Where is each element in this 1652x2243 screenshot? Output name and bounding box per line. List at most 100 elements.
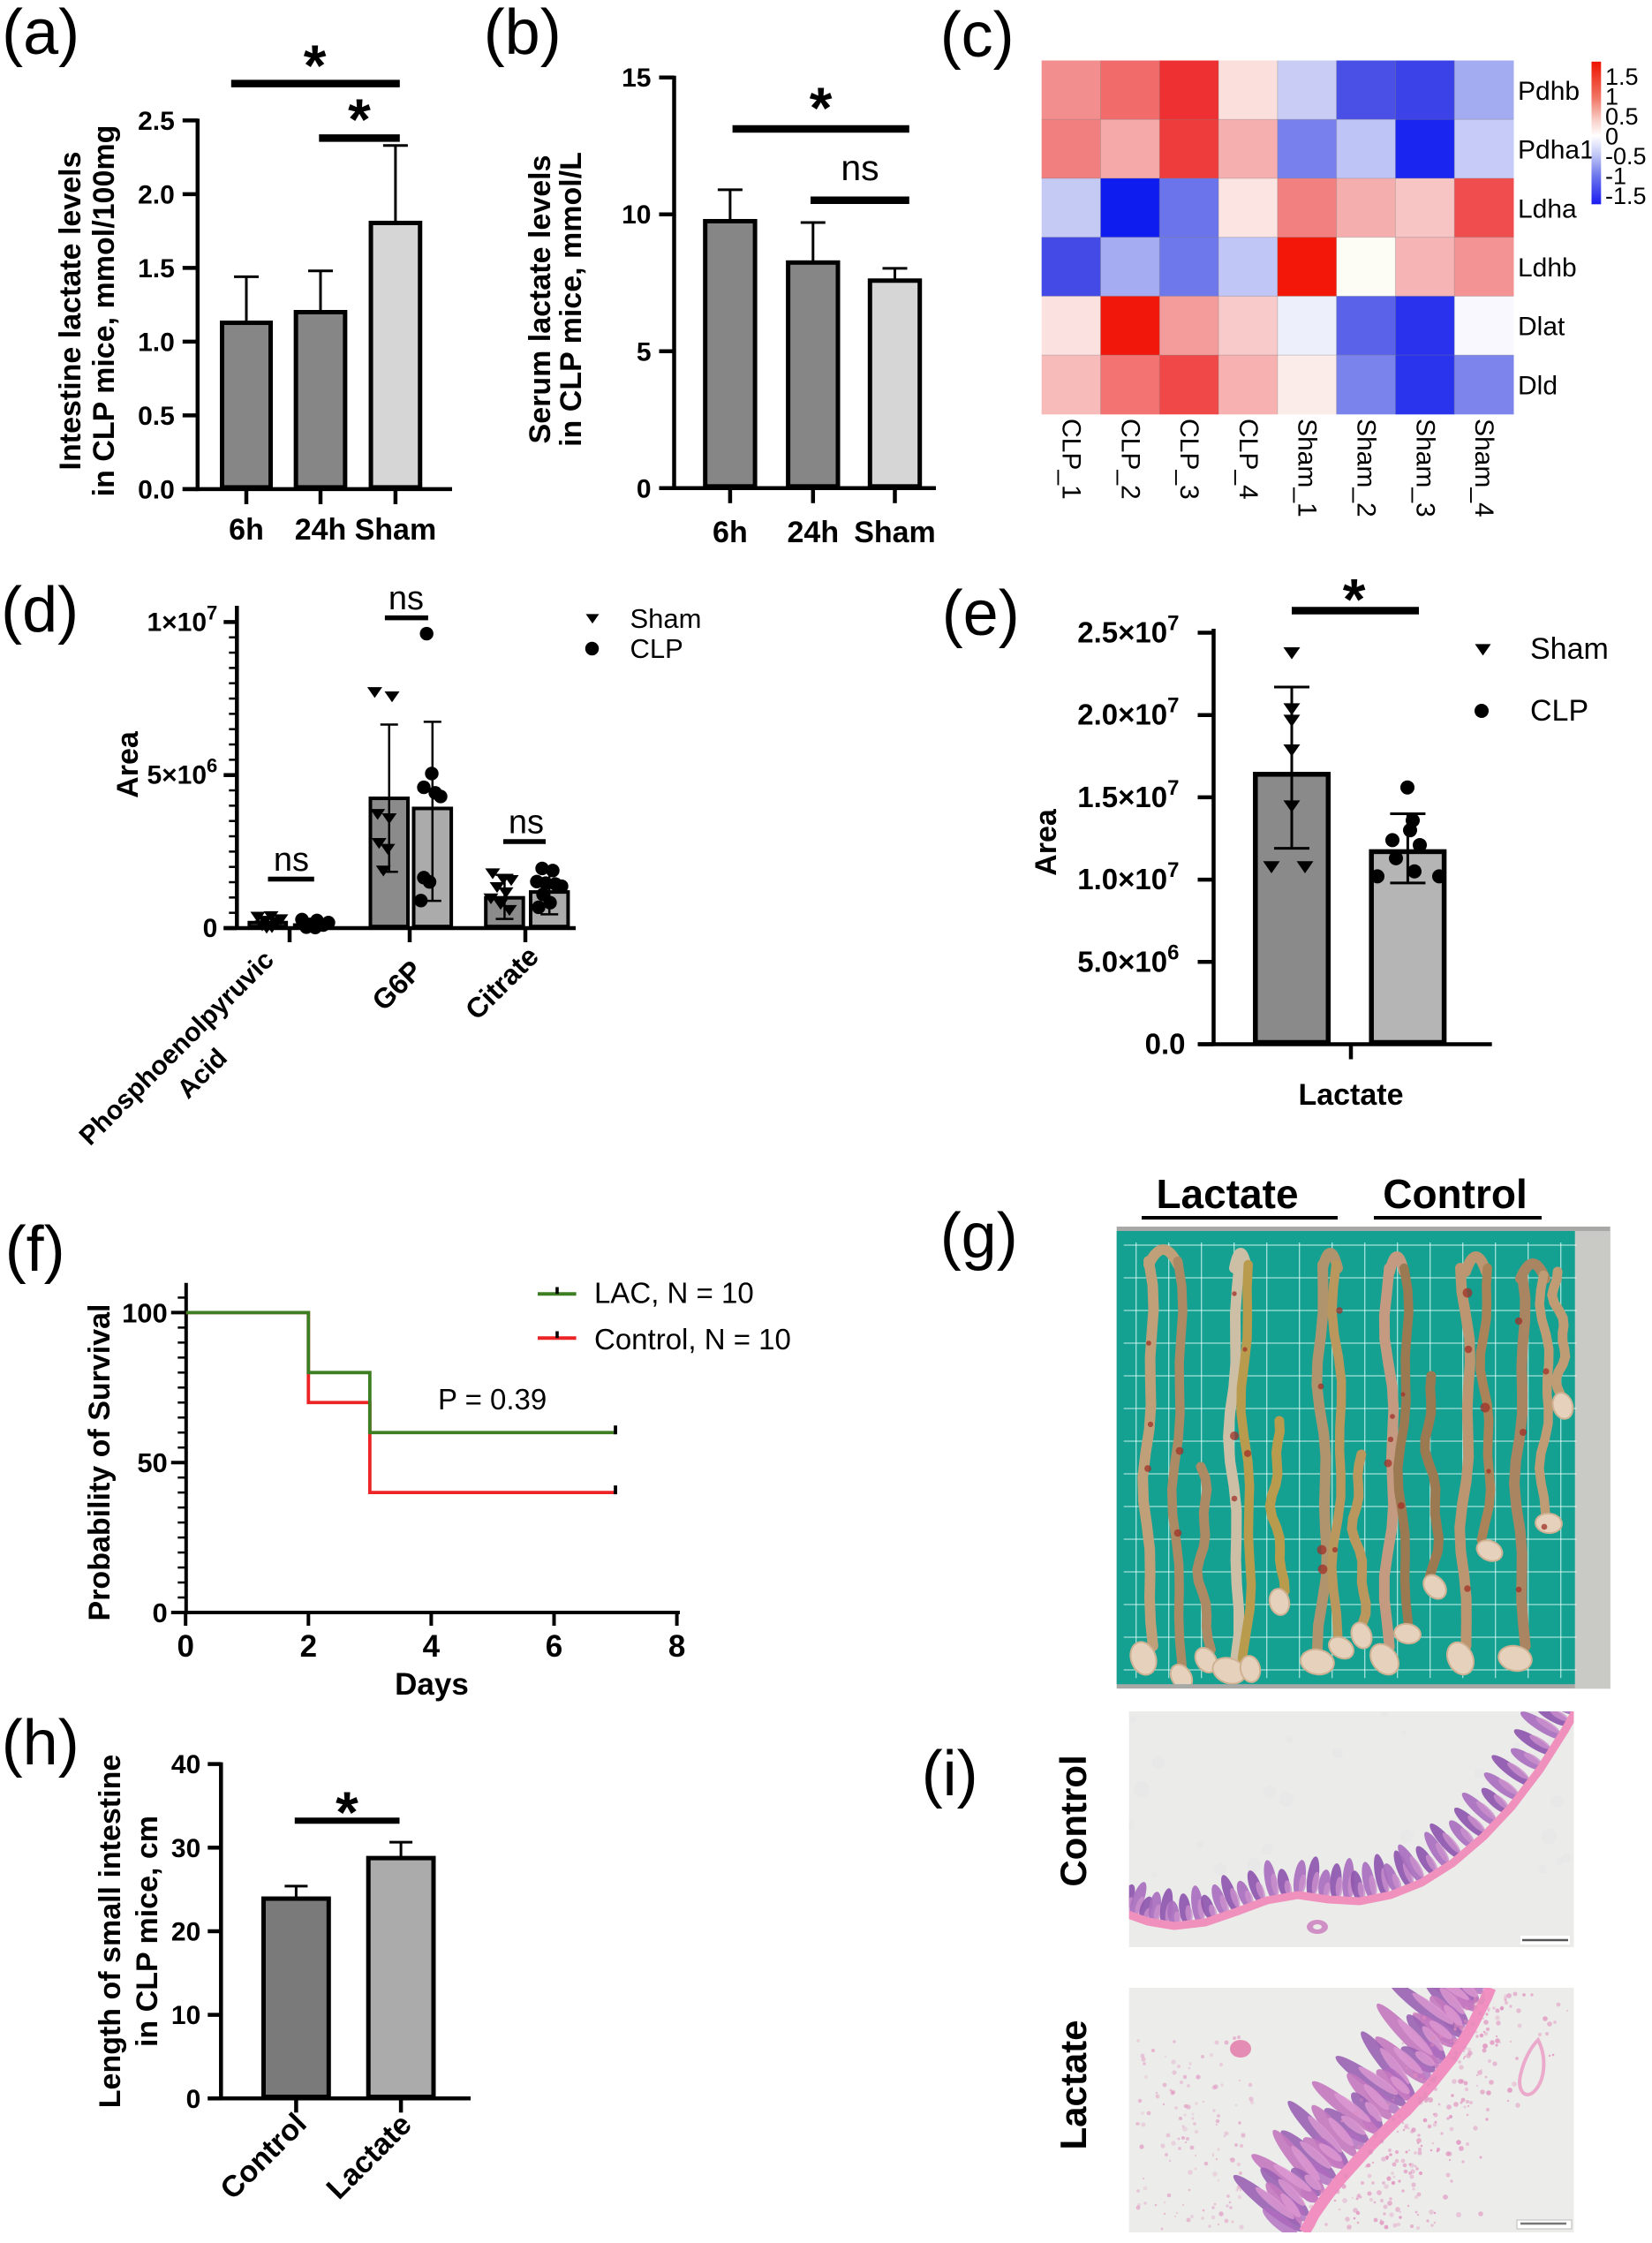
svg-text:Length of small intestine: Length of small intestine (94, 1755, 127, 2108)
svg-text:CLP: CLP (630, 633, 683, 664)
svg-text:15: 15 (622, 64, 651, 93)
svg-text:0.5: 0.5 (1605, 103, 1639, 130)
svg-text:in CLP mice, mmol/100mg: in CLP mice, mmol/100mg (87, 125, 121, 497)
svg-text:20: 20 (171, 1917, 200, 1946)
svg-text:Dlat: Dlat (1518, 313, 1565, 342)
svg-text:24h: 24h (788, 516, 840, 549)
svg-text:(c): (c) (940, 0, 1015, 71)
svg-text:Phosphoenolpyruvic: Phosphoenolpyruvic (74, 945, 280, 1151)
svg-text:Sham_2: Sham_2 (1352, 419, 1381, 517)
svg-text:(h): (h) (2, 1708, 79, 1779)
svg-text:Sham_4: Sham_4 (1469, 419, 1498, 517)
svg-text:(g): (g) (940, 1201, 1018, 1272)
svg-text:30: 30 (171, 1834, 200, 1863)
svg-text:24h: 24h (295, 513, 347, 547)
svg-text:5×106: 5×106 (147, 755, 217, 790)
svg-text:0: 0 (153, 1597, 168, 1628)
svg-text:-1.5: -1.5 (1605, 183, 1647, 209)
svg-text:Ldhb: Ldhb (1518, 253, 1577, 283)
svg-text:ns: ns (274, 842, 309, 879)
svg-text:6: 6 (546, 1629, 562, 1664)
svg-text:Lactate: Lactate (321, 2108, 419, 2206)
svg-text:1.0: 1.0 (138, 328, 175, 357)
svg-text:*: * (304, 33, 327, 98)
svg-text:0.0: 0.0 (138, 475, 175, 504)
svg-text:CLP_2: CLP_2 (1115, 419, 1144, 500)
svg-text:ns: ns (841, 147, 879, 188)
svg-text:100: 100 (122, 1297, 168, 1328)
svg-text:Pdha1: Pdha1 (1518, 136, 1595, 165)
svg-text:Area: Area (1030, 808, 1063, 876)
svg-text:-0.5: -0.5 (1605, 143, 1647, 170)
svg-text:in CLP mice, cm: in CLP mice, cm (131, 1816, 164, 2047)
svg-text:1: 1 (1605, 83, 1618, 110)
svg-text:Sham: Sham (854, 516, 936, 549)
svg-text:Citrate: Citrate (459, 940, 545, 1025)
svg-text:0: 0 (1605, 123, 1618, 149)
svg-text:Probability of Survival: Probability of Survival (83, 1304, 117, 1621)
svg-text:0.5: 0.5 (138, 402, 175, 431)
svg-text:8: 8 (668, 1629, 685, 1664)
svg-text:Intestine lactate levels: Intestine lactate levels (54, 152, 87, 471)
svg-text:10: 10 (622, 200, 651, 230)
svg-text:G6P: G6P (366, 954, 428, 1016)
svg-text:(f): (f) (5, 1214, 65, 1285)
svg-text:0.0: 0.0 (1145, 1028, 1186, 1061)
svg-text:1.0×107: 1.0×107 (1077, 858, 1179, 895)
svg-text:4: 4 (423, 1629, 441, 1664)
svg-text:6h: 6h (713, 516, 748, 549)
svg-text:LAC, N = 10: LAC, N = 10 (594, 1277, 754, 1310)
svg-text:*: * (810, 75, 833, 140)
svg-text:1.5: 1.5 (138, 254, 175, 283)
svg-text:6h: 6h (229, 513, 264, 547)
svg-text:2.5×107: 2.5×107 (1077, 612, 1179, 649)
svg-text:Sham_3: Sham_3 (1410, 419, 1439, 517)
svg-text:CLP_3: CLP_3 (1174, 419, 1203, 500)
svg-text:Control, N = 10: Control, N = 10 (594, 1323, 791, 1356)
svg-text:-1: -1 (1605, 162, 1626, 189)
svg-text:5.0×106: 5.0×106 (1077, 940, 1179, 978)
svg-text:2.0: 2.0 (138, 180, 175, 209)
svg-text:1.5×107: 1.5×107 (1077, 776, 1179, 813)
svg-text:(a): (a) (2, 0, 79, 68)
svg-text:40: 40 (171, 1750, 200, 1779)
svg-text:0: 0 (203, 914, 218, 943)
svg-text:ns: ns (509, 804, 544, 842)
svg-text:50: 50 (137, 1447, 167, 1478)
svg-text:2.5: 2.5 (138, 107, 175, 136)
svg-text:2.0×107: 2.0×107 (1077, 694, 1179, 731)
svg-text:Ldha: Ldha (1518, 194, 1577, 223)
svg-text:CLP_4: CLP_4 (1233, 419, 1263, 500)
svg-text:10: 10 (171, 2001, 200, 2030)
svg-text:Sham: Sham (355, 513, 437, 547)
svg-text:Lactate: Lactate (1156, 1171, 1298, 1217)
svg-text:Dld: Dld (1518, 371, 1558, 400)
svg-text:5: 5 (637, 337, 652, 366)
svg-text:Pdhb: Pdhb (1518, 77, 1580, 106)
svg-text:Lactate: Lactate (1298, 1078, 1403, 1112)
svg-text:(b): (b) (484, 0, 562, 68)
svg-text:*: * (348, 87, 371, 152)
svg-text:CLP_1: CLP_1 (1057, 419, 1086, 500)
svg-text:2: 2 (300, 1629, 317, 1664)
svg-text:*: * (336, 1779, 358, 1845)
svg-text:0: 0 (637, 474, 652, 503)
svg-text:(d): (d) (1, 575, 79, 646)
svg-text:(e): (e) (942, 578, 1020, 649)
svg-text:1×107: 1×107 (147, 601, 217, 637)
svg-text:Serum lactate levels: Serum lactate levels (524, 155, 557, 444)
svg-text:0: 0 (186, 2085, 201, 2114)
svg-text:Sham: Sham (1530, 632, 1609, 666)
svg-text:Control: Control (1383, 1171, 1528, 1217)
svg-text:Control: Control (214, 2107, 313, 2206)
svg-text:1.5: 1.5 (1605, 64, 1639, 90)
svg-text:P = 0.39: P = 0.39 (438, 1383, 547, 1416)
svg-text:Control: Control (1052, 1755, 1094, 1886)
svg-text:in CLP mice, mmol/L: in CLP mice, mmol/L (554, 152, 588, 447)
svg-text:Lactate: Lactate (1052, 2020, 1094, 2149)
svg-text:CLP: CLP (1530, 694, 1588, 728)
svg-text:Area: Area (111, 730, 145, 798)
svg-text:ns: ns (388, 580, 424, 617)
svg-text:Days: Days (395, 1667, 469, 1702)
svg-text:0: 0 (177, 1629, 193, 1664)
